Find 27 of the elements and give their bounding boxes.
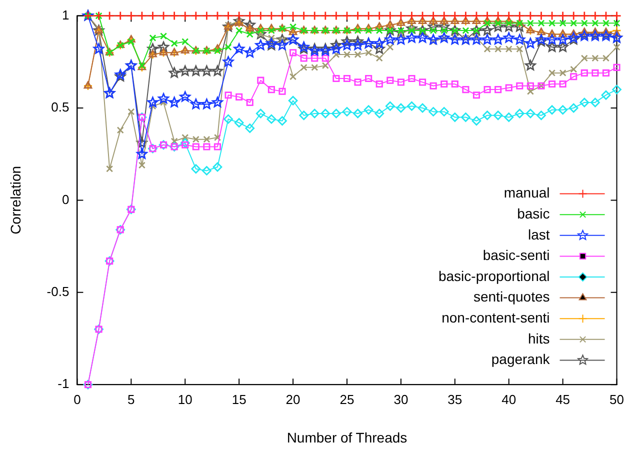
x-tick-label: 20	[286, 392, 300, 407]
legend-label: basic-senti	[482, 247, 550, 264]
x-tick-label: 15	[232, 392, 246, 407]
y-axis-title: Correlation	[7, 166, 24, 234]
x-tick-label: 45	[556, 392, 570, 407]
x-tick-label: 30	[394, 392, 408, 407]
legend-label: hits	[528, 330, 550, 346]
y-tick-label: -0.5	[46, 284, 70, 299]
legend-label: pagerank	[491, 351, 551, 368]
x-tick-label: 50	[610, 392, 624, 407]
x-tick-label: 35	[448, 392, 462, 407]
legend-label: non-content-senti	[442, 309, 550, 326]
x-tick-label: 40	[502, 392, 516, 407]
legend-label: senti-quotes	[473, 288, 550, 305]
x-tick-label: 10	[178, 392, 192, 407]
y-tick-label: -1	[58, 376, 70, 392]
legend-label: basic-proportional	[438, 268, 550, 284]
legend-label: last	[528, 226, 550, 242]
x-tick-label: 0	[74, 392, 81, 407]
legend-label: basic	[517, 205, 550, 222]
y-tick-label: 0	[62, 192, 70, 207]
x-tick-label: 5	[128, 392, 135, 407]
y-tick-label: 1	[62, 7, 70, 22]
y-tick-label: 0.5	[51, 100, 70, 115]
x-tick-label: 25	[340, 392, 354, 407]
legend-label: manual	[504, 184, 550, 201]
x-axis-title: Number of Threads	[286, 429, 408, 446]
